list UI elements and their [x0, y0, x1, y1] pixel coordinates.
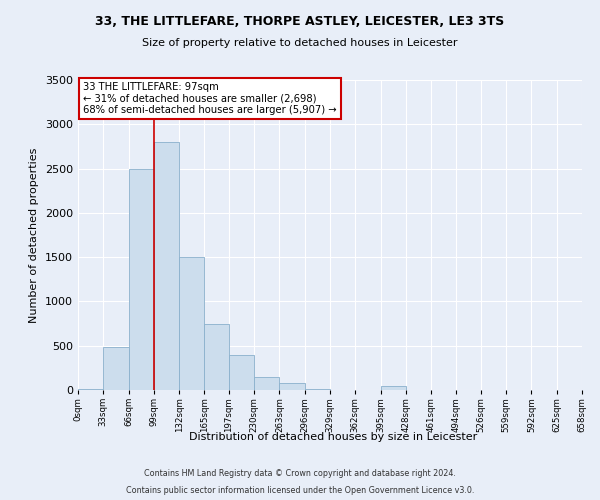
- Text: Distribution of detached houses by size in Leicester: Distribution of detached houses by size …: [189, 432, 477, 442]
- Text: Size of property relative to detached houses in Leicester: Size of property relative to detached ho…: [142, 38, 458, 48]
- Text: 33, THE LITTLEFARE, THORPE ASTLEY, LEICESTER, LE3 3TS: 33, THE LITTLEFARE, THORPE ASTLEY, LEICE…: [95, 15, 505, 28]
- Bar: [280, 383, 305, 390]
- Text: Contains HM Land Registry data © Crown copyright and database right 2024.: Contains HM Land Registry data © Crown c…: [144, 468, 456, 477]
- Bar: [380, 386, 406, 390]
- Bar: [305, 388, 330, 390]
- Text: 33 THE LITTLEFARE: 97sqm
← 31% of detached houses are smaller (2,698)
68% of sem: 33 THE LITTLEFARE: 97sqm ← 31% of detach…: [83, 82, 337, 115]
- Bar: [205, 324, 229, 390]
- Bar: [229, 354, 254, 390]
- Bar: [78, 389, 103, 390]
- Bar: [179, 257, 205, 390]
- Text: Contains public sector information licensed under the Open Government Licence v3: Contains public sector information licen…: [126, 486, 474, 495]
- Bar: [254, 376, 280, 390]
- Y-axis label: Number of detached properties: Number of detached properties: [29, 148, 40, 322]
- Bar: [128, 168, 154, 390]
- Bar: [154, 142, 179, 390]
- Bar: [103, 348, 128, 390]
